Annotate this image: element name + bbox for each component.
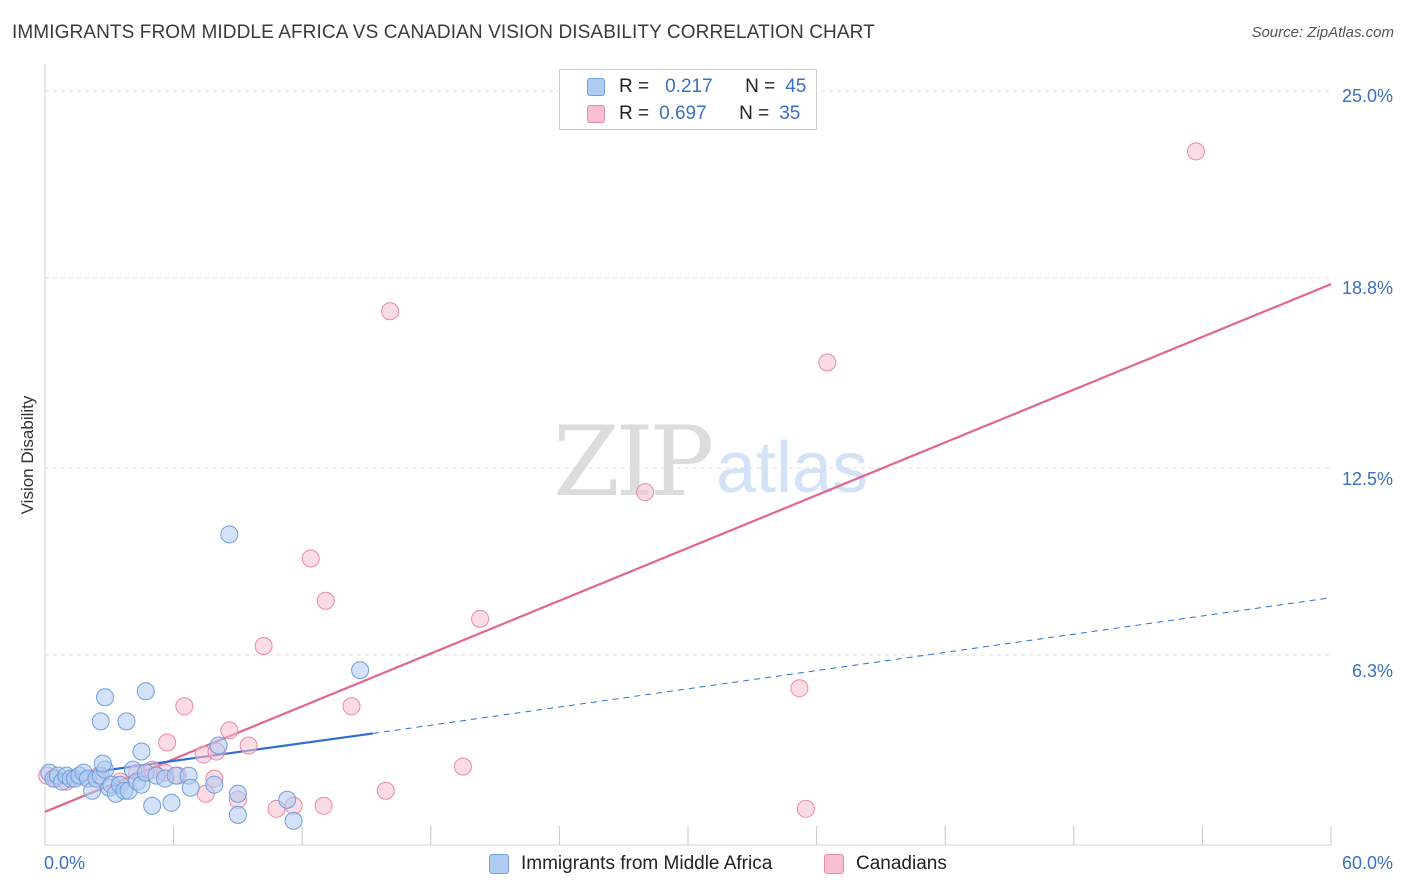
legend-swatch-pink (587, 105, 605, 123)
point-canadians (254, 636, 273, 655)
point-immigrants (209, 736, 228, 755)
point-immigrants (117, 712, 136, 731)
point-canadians (220, 721, 239, 740)
x-tick-label-max: 60.0% (1341, 853, 1393, 873)
point-canadians (239, 736, 258, 755)
legend-r-label: R = (619, 103, 650, 124)
point-immigrants (278, 790, 297, 809)
point-immigrants (228, 784, 247, 803)
point-canadians (381, 302, 400, 321)
watermark-zip: ZIP (553, 406, 712, 518)
point-canadians (342, 697, 361, 716)
bottom-legend-swatch-blue (489, 854, 509, 874)
point-canadians (314, 796, 333, 815)
legend-swatch-blue (587, 78, 605, 96)
point-canadians (316, 591, 335, 610)
point-canadians (818, 353, 837, 372)
point-immigrants (136, 682, 155, 701)
watermark: ZIP atlas (553, 406, 868, 518)
legend-n-value: 35 (779, 103, 801, 124)
point-canadians (453, 757, 472, 776)
watermark-atlas: atlas (716, 428, 868, 508)
bottom-legend-immigrants: Immigrants from Middle Africa (489, 852, 772, 876)
chart-title: IMMIGRANTS FROM MIDDLE AFRICA VS CANADIA… (12, 22, 875, 43)
point-immigrants (132, 742, 151, 761)
point-canadians (636, 483, 655, 502)
bottom-legend-label-canadians: Canadians (856, 853, 947, 874)
point-canadians (796, 799, 815, 818)
legend-r-value: 0.697 (659, 103, 707, 124)
point-canadians (376, 781, 395, 800)
point-immigrants (143, 796, 162, 815)
legend-r-label: R = (619, 76, 650, 97)
point-immigrants (228, 805, 247, 824)
x-tick-label-min: 0.0% (44, 853, 86, 873)
legend-n-label: N = (739, 103, 770, 124)
legend-r-value: 0.217 (665, 76, 713, 97)
point-canadians (175, 697, 194, 716)
point-immigrants (351, 661, 370, 680)
trend-line-canadians (44, 283, 1332, 813)
chart-source: Source: ZipAtlas.com (1251, 24, 1394, 41)
y-tick-label-12-5: 12.5% (1341, 469, 1393, 489)
y-axis-label: Vision Disability (18, 395, 37, 515)
y-tick-label-18-8: 18.8% (1341, 278, 1393, 298)
point-immigrants (181, 778, 200, 797)
axes (44, 64, 1332, 846)
legend-n-value: 45 (785, 76, 807, 97)
bottom-legend-label-immigrants: Immigrants from Middle Africa (521, 853, 773, 874)
y-tick-label-25: 25.0% (1341, 86, 1393, 106)
point-immigrants (93, 754, 112, 773)
bottom-legend-swatch-pink (824, 854, 844, 874)
point-canadians (1186, 142, 1205, 161)
legend-row-immigrants: R = 0.217 N = 45 (587, 75, 806, 99)
legend: R = 0.217 N = 45 R = 0.697 N = 35 (559, 69, 817, 130)
point-immigrants (284, 811, 303, 830)
y-tick-label-6-3: 6.3% (1351, 661, 1393, 681)
point-immigrants (91, 712, 110, 731)
point-canadians (471, 609, 490, 628)
legend-n-label: N = (745, 76, 776, 97)
data-points (38, 142, 1205, 830)
point-canadians (301, 549, 320, 568)
point-immigrants (205, 775, 224, 794)
point-immigrants (96, 688, 115, 707)
trend-line-immigrants-dashed (372, 597, 1332, 734)
bottom-legend-canadians: Canadians (824, 852, 947, 876)
point-immigrants (162, 793, 181, 812)
point-immigrants (220, 525, 239, 544)
point-canadians (790, 679, 809, 698)
legend-row-canadians: R = 0.697 N = 35 (587, 102, 800, 126)
point-canadians (158, 733, 177, 752)
grid-lines (45, 90, 1331, 656)
